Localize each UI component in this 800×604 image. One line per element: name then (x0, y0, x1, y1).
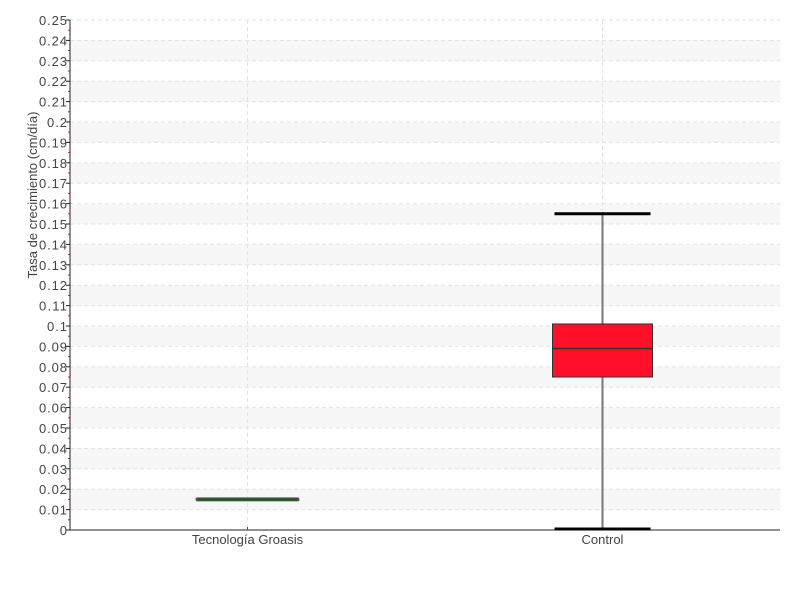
grid-band (70, 326, 780, 347)
x-tick-label: Control (582, 532, 624, 547)
y-tick-label: 0.14 (39, 237, 67, 252)
y-tick-label: 0.06 (39, 401, 67, 416)
y-tick-label: 0.02 (39, 482, 67, 497)
y-tick-label: 0.17 (39, 176, 67, 191)
y-tick-label: 0.04 (39, 441, 67, 456)
y-tick-label: 0.03 (39, 462, 67, 477)
y-tick-label: 0.25 (39, 13, 67, 28)
grid-band (70, 203, 780, 224)
y-tick-label: 0.23 (39, 54, 67, 69)
y-tick-label: 0.13 (39, 258, 67, 273)
y-tick-label: 0.16 (39, 197, 67, 212)
x-tick-label: Tecnología Groasis (192, 532, 304, 547)
grid-band (70, 40, 780, 61)
y-tick-label: 0.22 (39, 74, 67, 89)
y-axis-label: Tasa de crecimiento (cm/día) (25, 112, 40, 279)
box-iqr (552, 323, 653, 378)
y-tick-label: 0.15 (39, 217, 67, 232)
y-tick-label: 0.1 (47, 319, 67, 334)
grid-band (70, 489, 780, 510)
y-tick-label: 0.21 (39, 95, 67, 110)
y-tick-label: 0.2 (47, 115, 67, 130)
y-tick-label: 0.18 (39, 156, 67, 171)
grid-band (70, 366, 780, 388)
grid-band (70, 81, 780, 102)
y-tick-label: 0.11 (39, 299, 67, 314)
grid-band (70, 162, 780, 184)
y-tick-label: 0.19 (39, 135, 67, 150)
y-tick-label: 0.24 (39, 33, 67, 48)
y-tick-label: 0.12 (39, 278, 67, 293)
y-tick-label: 0.08 (39, 360, 67, 375)
grid-band (70, 244, 780, 265)
grid-band (70, 122, 780, 143)
grid-band (70, 448, 780, 469)
y-tick-label: 0.09 (39, 339, 67, 354)
y-tick-label: 0.07 (39, 380, 67, 395)
y-tick-label: 0 (60, 523, 67, 538)
grid-band (70, 285, 780, 306)
grid-band (70, 407, 780, 428)
y-tick-label: 0.01 (39, 503, 67, 518)
y-tick-label: 0.05 (39, 421, 67, 436)
